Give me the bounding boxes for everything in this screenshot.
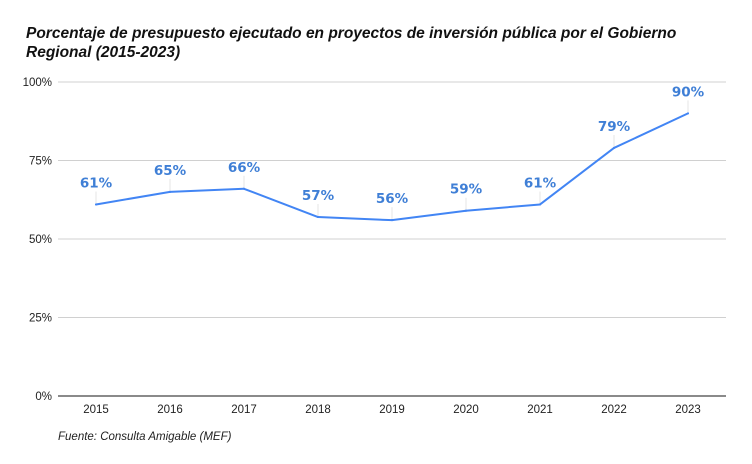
series-line-segment — [391, 209, 467, 222]
x-axis: 2015 2016 2017 2018 2019 2020 2021 2022 2023 — [83, 404, 701, 416]
x-tick-label: 2016 — [157, 404, 183, 416]
data-label: 59% — [450, 182, 483, 198]
data-label: 65% — [154, 163, 187, 179]
data-point — [613, 146, 615, 149]
series-line-segment — [317, 216, 393, 222]
data-point — [539, 203, 541, 206]
data-label: 66% — [228, 160, 261, 176]
data-point — [391, 219, 393, 222]
x-tick-label: 2019 — [379, 404, 405, 416]
x-tick-label: 2020 — [453, 404, 479, 416]
x-tick-label: 2015 — [83, 404, 109, 416]
x-tick-label: 2022 — [601, 404, 627, 416]
data-label: 90% — [672, 84, 705, 100]
series-line-segment — [243, 187, 319, 219]
data-label: 57% — [302, 188, 335, 204]
label-leader-lines — [95, 100, 689, 221]
data-point — [687, 112, 689, 115]
y-tick-label: 75% — [29, 156, 52, 168]
data-label: 61% — [80, 175, 113, 191]
data-point — [169, 190, 171, 193]
data-label: 61% — [524, 175, 557, 191]
data-label: 56% — [376, 191, 409, 207]
x-tick-label: 2018 — [305, 404, 331, 416]
series-line-segment — [613, 112, 689, 149]
x-tick-label: 2023 — [675, 404, 701, 416]
data-point — [243, 187, 245, 190]
y-axis: 0% 25% 50% 75% 100% — [23, 77, 52, 403]
x-tick-label: 2017 — [231, 404, 257, 416]
data-point — [465, 209, 467, 212]
source-note: Fuente: Consulta Amigable (MEF) — [58, 431, 232, 443]
data-labels: 61% 65% 66% 57% 56% 59% 61% 79% 90% — [80, 84, 705, 207]
data-point — [317, 216, 319, 219]
y-tick-label: 50% — [29, 234, 52, 246]
chart-title: Porcentaje de presupuesto ejecutado en p… — [26, 25, 677, 61]
gridlines — [58, 81, 726, 397]
series-line-segment — [169, 187, 245, 193]
series-line-segment — [539, 146, 615, 206]
series-line-segment — [465, 203, 541, 212]
x-tick-label: 2021 — [527, 404, 553, 416]
y-tick-label: 0% — [35, 391, 52, 403]
data-point — [95, 203, 97, 206]
data-label: 79% — [598, 119, 631, 135]
y-tick-label: 25% — [29, 313, 52, 325]
y-tick-label: 100% — [23, 77, 52, 89]
series-line-segment — [95, 190, 171, 206]
series-lines — [95, 112, 689, 222]
